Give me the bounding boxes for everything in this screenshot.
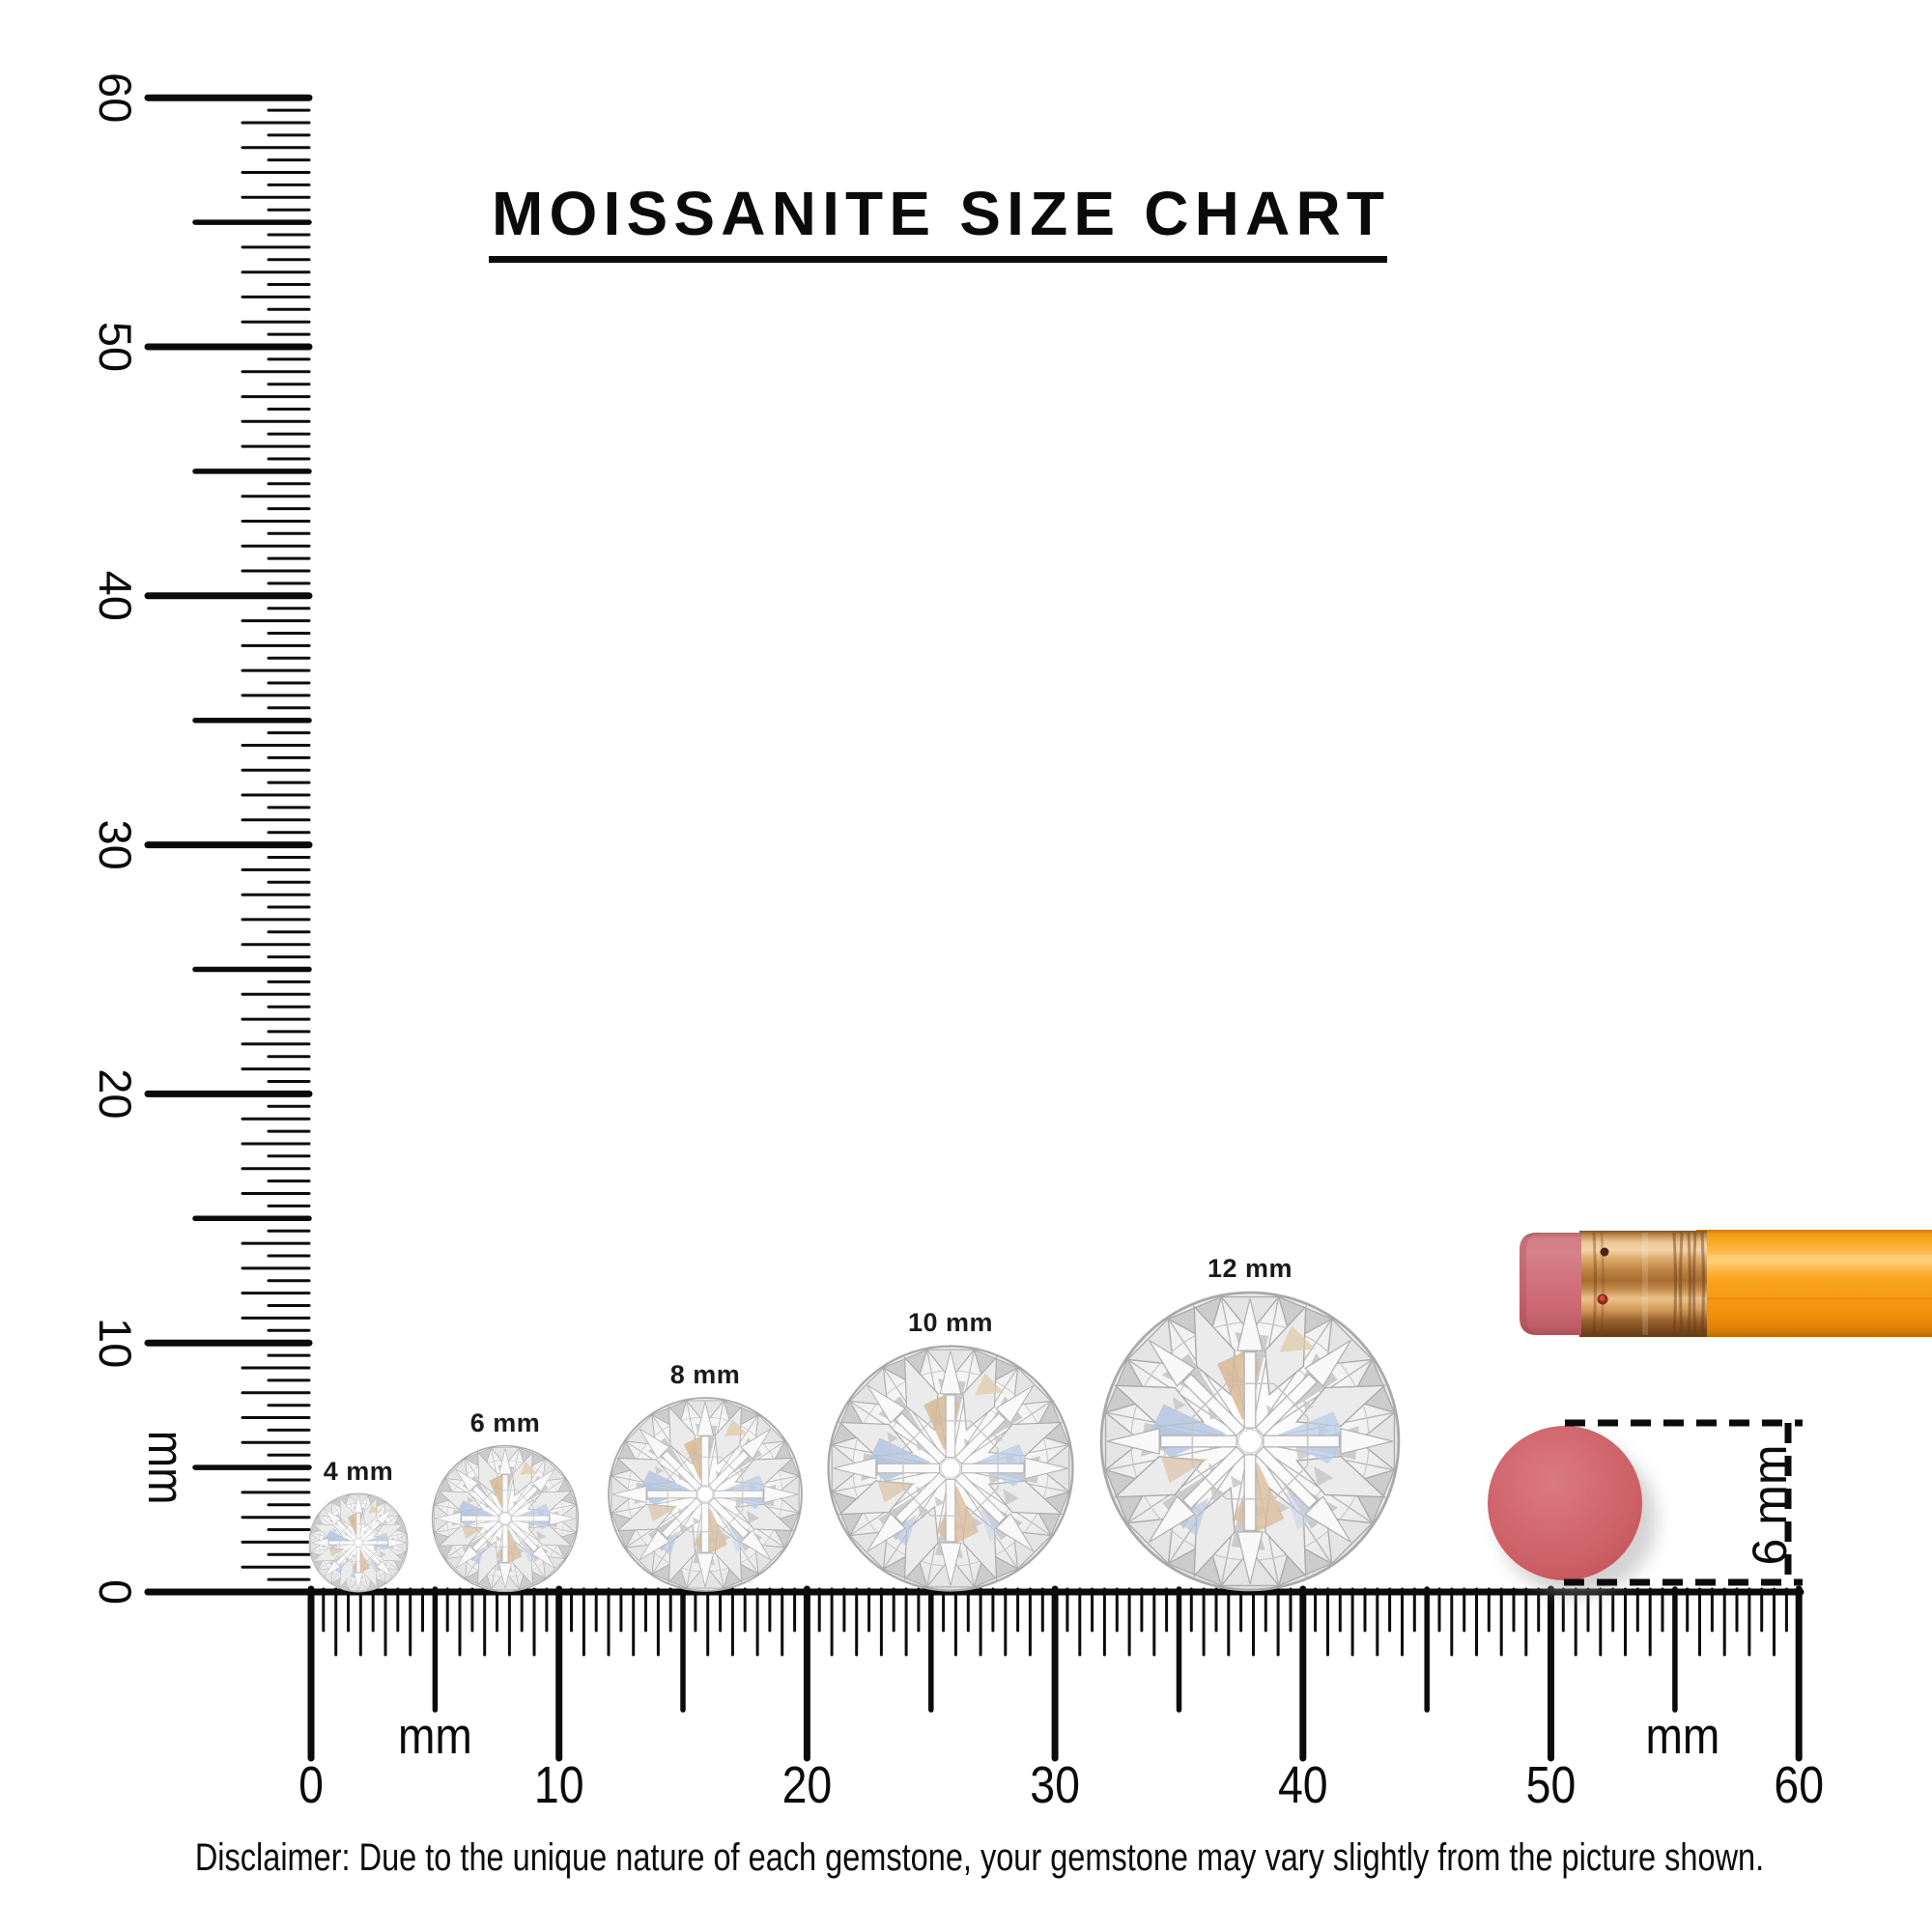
svg-text:50: 50	[1526, 1755, 1577, 1814]
svg-text:10: 10	[90, 1318, 141, 1368]
svg-text:Disclaimer: Due to the unique: Disclaimer: Due to the unique nature of …	[195, 1835, 1764, 1879]
svg-text:0: 0	[90, 1579, 141, 1605]
svg-text:30: 30	[90, 819, 141, 869]
svg-text:60: 60	[90, 72, 141, 123]
svg-text:MOISSANITE SIZE CHART: MOISSANITE SIZE CHART	[492, 179, 1384, 248]
svg-text:6 mm: 6 mm	[470, 1408, 541, 1437]
svg-text:6 mm: 6 mm	[1743, 1445, 1797, 1566]
svg-text:40: 40	[90, 571, 141, 621]
svg-text:0: 0	[298, 1755, 324, 1814]
svg-text:mm: mm	[137, 1431, 195, 1505]
svg-text:12 mm: 12 mm	[1208, 1254, 1293, 1283]
svg-text:mm: mm	[1646, 1707, 1720, 1765]
svg-text:10 mm: 10 mm	[908, 1308, 993, 1337]
svg-text:50: 50	[90, 322, 141, 372]
svg-text:10: 10	[534, 1755, 584, 1814]
svg-text:mm: mm	[398, 1707, 472, 1765]
svg-text:30: 30	[1030, 1755, 1080, 1814]
svg-text:8 mm: 8 mm	[670, 1360, 741, 1389]
svg-text:40: 40	[1278, 1755, 1328, 1814]
svg-text:20: 20	[782, 1755, 833, 1814]
svg-text:4 mm: 4 mm	[324, 1457, 394, 1486]
svg-text:60: 60	[1774, 1755, 1824, 1814]
svg-text:20: 20	[90, 1068, 141, 1119]
